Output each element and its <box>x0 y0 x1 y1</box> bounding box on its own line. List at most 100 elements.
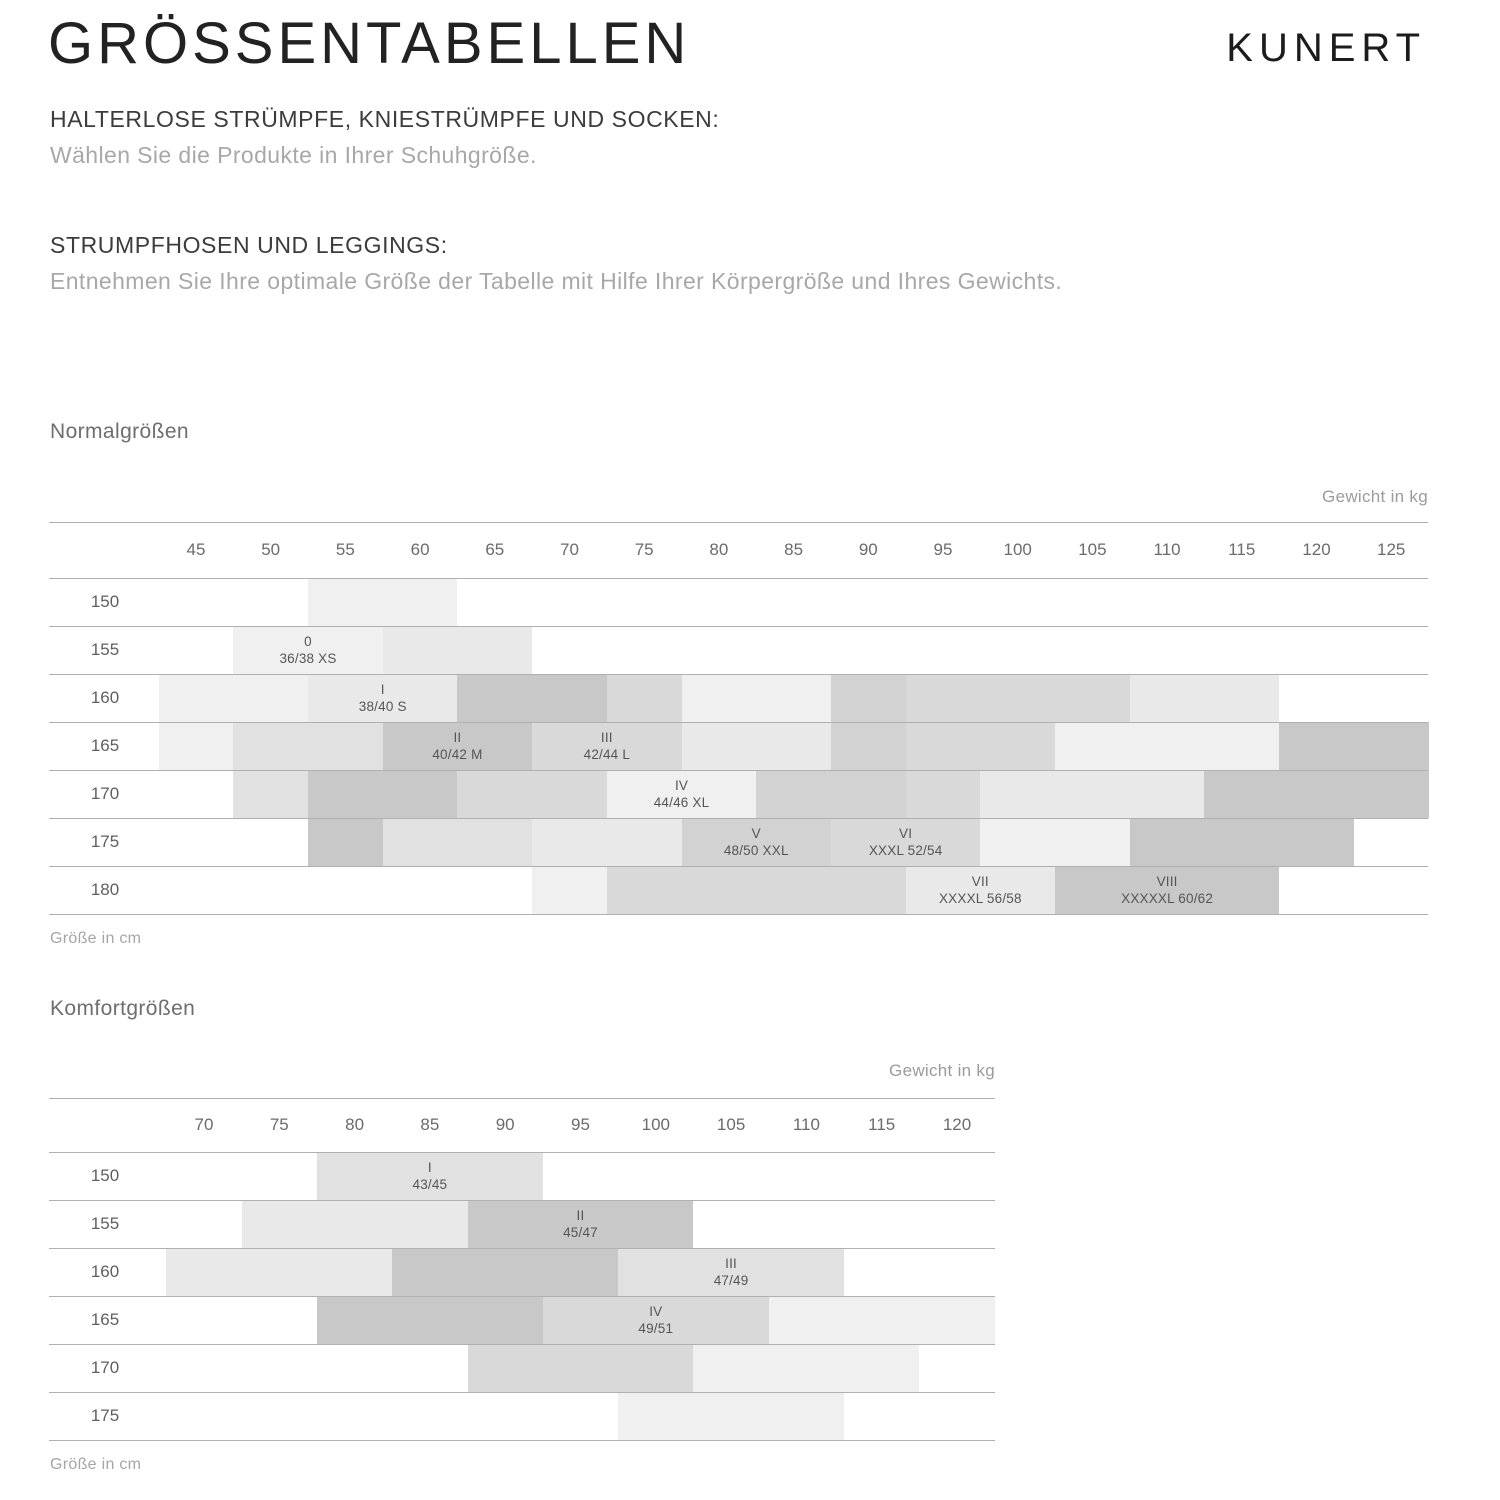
size-band <box>233 770 309 818</box>
weight-tick: 95 <box>571 1115 590 1134</box>
height-axis-label-normal: Größe in cm <box>50 930 142 947</box>
size-band <box>618 1248 845 1296</box>
row-separator <box>49 1200 995 1201</box>
weight-tick: 105 <box>716 1115 746 1134</box>
size-band-label: II 45/47 <box>468 1200 694 1248</box>
row-separator <box>49 722 1428 723</box>
height-row-label: 165 <box>90 1310 120 1329</box>
size-range-text: 38/40 S <box>358 699 407 714</box>
size-band <box>980 818 1130 866</box>
weight-tick: 60 <box>410 540 430 559</box>
weight-tick: 65 <box>485 540 505 559</box>
size-range-text: 42/44 L <box>583 747 631 762</box>
size-band <box>382 818 533 866</box>
axis-line-top <box>49 1098 995 1099</box>
size-band <box>308 578 458 626</box>
size-range-text: 45/47 <box>563 1225 598 1240</box>
size-band <box>681 818 831 866</box>
size-range-text: 36/38 XS <box>279 651 337 666</box>
size-roman-numeral: V <box>751 825 761 841</box>
size-band <box>606 866 906 914</box>
size-band <box>233 626 383 674</box>
height-row-label: 170 <box>90 784 120 803</box>
weight-tick: 125 <box>1377 540 1406 559</box>
row-separator <box>49 914 1428 915</box>
size-band <box>233 722 383 770</box>
page-title: GRÖSSENTABELLEN <box>48 11 691 76</box>
size-range-text: 44/46 XL <box>653 795 710 810</box>
row-separator <box>49 1440 995 1441</box>
size-roman-numeral: I <box>380 681 385 697</box>
size-band <box>1129 818 1354 866</box>
size-band <box>756 770 906 818</box>
row-separator <box>49 1248 995 1249</box>
weight-tick: 50 <box>261 540 281 559</box>
height-row-label: 160 <box>90 1262 120 1281</box>
size-band <box>316 1296 543 1344</box>
size-band <box>618 1392 845 1440</box>
size-band <box>830 818 981 866</box>
section-body-tights: Entnehmen Sie Ihre optimale Größe der Ta… <box>50 268 1063 294</box>
size-band <box>467 1200 694 1248</box>
weight-tick: 85 <box>784 540 804 559</box>
size-band-label: VIII XXXXXL 60/62 <box>1055 866 1279 914</box>
comfort-sizes-chart: I 43/45 150 II 45/47 155 III 47/49 160 IV 49/51 165… <box>0 1098 1500 1441</box>
section-heading-tights: STRUMPFHOSEN UND LEGGINGS: <box>50 232 448 258</box>
weight-tick: 70 <box>194 1115 214 1134</box>
height-row-label: 175 <box>90 1406 120 1425</box>
size-range-text: 43/45 <box>412 1177 448 1192</box>
kunert-logo: KUNERT <box>1226 26 1426 70</box>
weight-tick: 55 <box>335 540 355 559</box>
height-row-label: 150 <box>90 1166 120 1185</box>
size-band-label: III 42/44 L <box>532 722 681 770</box>
height-row-label: 155 <box>90 1214 120 1233</box>
row-separator <box>49 1392 995 1393</box>
size-roman-numeral: I <box>427 1159 432 1175</box>
size-roman-numeral: VIII <box>1156 873 1178 889</box>
size-band-label: 0 36/38 XS <box>233 626 382 674</box>
size-band <box>1055 866 1280 914</box>
size-band-label: IV 44/46 XL <box>607 770 756 818</box>
height-axis-label-comfort: Größe in cm <box>50 1456 142 1473</box>
weight-tick: 90 <box>495 1115 515 1134</box>
size-band <box>308 818 383 866</box>
height-row-label: 155 <box>90 640 120 659</box>
size-band <box>1129 674 1280 722</box>
size-band <box>392 1248 619 1296</box>
size-band-label: I 38/40 S <box>308 674 457 722</box>
size-band <box>532 818 682 866</box>
normal-sizes-chart: 150 0 36/38 XS 155 I 38/40 S 160 II 40/42 M III 42… <box>0 522 1500 915</box>
size-band-label: II 40/42 M <box>383 722 532 770</box>
weight-tick: 100 <box>1003 540 1032 559</box>
weight-tick: 85 <box>420 1115 440 1134</box>
size-band <box>905 674 1130 722</box>
weight-tick: 105 <box>1078 540 1107 559</box>
height-row-label: 175 <box>90 832 120 851</box>
size-band <box>905 722 1056 770</box>
size-band-label: I 43/45 <box>317 1152 543 1200</box>
size-band <box>158 722 234 770</box>
size-band <box>681 722 831 770</box>
size-band <box>457 770 607 818</box>
height-row-label: 165 <box>90 736 120 755</box>
size-band <box>980 770 1205 818</box>
size-roman-numeral: VI <box>899 825 913 841</box>
chart-title-comfort: Komfortgrößen <box>50 997 196 1020</box>
size-band-label: VI XXXL 52/54 <box>831 818 980 866</box>
weight-axis-label-normal: Gewicht in kg <box>1322 487 1428 506</box>
size-roman-numeral: II <box>453 729 462 745</box>
size-range-text: 49/51 <box>638 1321 674 1336</box>
size-band <box>241 1200 468 1248</box>
weight-tick: 120 <box>942 1115 972 1134</box>
size-band-label: V 48/50 XXL <box>682 818 831 866</box>
weight-tick: 75 <box>269 1115 289 1134</box>
height-row-label: 150 <box>90 592 120 611</box>
size-band <box>830 722 906 770</box>
size-band <box>158 674 309 722</box>
size-band <box>1279 722 1429 770</box>
size-band <box>467 1344 694 1392</box>
size-band <box>1204 770 1429 818</box>
row-separator <box>49 818 1428 819</box>
weight-axis-label-comfort: Gewicht in kg <box>889 1061 995 1080</box>
